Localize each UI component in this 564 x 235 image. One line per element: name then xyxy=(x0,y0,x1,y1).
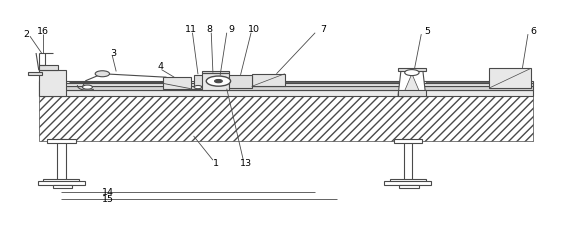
Bar xyxy=(252,74,285,86)
Bar xyxy=(39,86,534,90)
Text: 9: 9 xyxy=(228,25,234,35)
Text: 5: 5 xyxy=(424,27,430,36)
Text: 10: 10 xyxy=(248,25,261,35)
Text: 3: 3 xyxy=(111,48,117,58)
Text: 6: 6 xyxy=(531,27,536,36)
Circle shape xyxy=(206,76,231,86)
Bar xyxy=(28,72,42,75)
Polygon shape xyxy=(398,71,426,96)
Bar xyxy=(399,185,418,188)
Text: 4: 4 xyxy=(157,62,164,71)
Circle shape xyxy=(194,86,202,89)
Text: 8: 8 xyxy=(206,25,212,35)
Bar xyxy=(38,181,85,185)
Polygon shape xyxy=(404,74,420,93)
Bar xyxy=(394,139,422,143)
Bar xyxy=(191,86,208,89)
Bar xyxy=(202,73,230,90)
Circle shape xyxy=(405,70,419,76)
Text: 7: 7 xyxy=(320,25,327,35)
Bar xyxy=(39,81,534,83)
Bar xyxy=(39,70,67,96)
Circle shape xyxy=(82,85,92,89)
Bar xyxy=(384,181,431,185)
Text: 2: 2 xyxy=(24,30,30,39)
Bar xyxy=(202,71,230,73)
Bar xyxy=(39,65,58,70)
Bar xyxy=(39,90,534,96)
Bar xyxy=(52,185,72,188)
Text: 11: 11 xyxy=(185,25,197,35)
Bar xyxy=(404,139,412,180)
Bar xyxy=(43,179,79,182)
Text: 1: 1 xyxy=(213,159,219,168)
Circle shape xyxy=(95,71,109,77)
Bar xyxy=(390,179,426,182)
Bar xyxy=(39,83,534,86)
Bar xyxy=(398,90,426,96)
Circle shape xyxy=(214,79,222,83)
Bar xyxy=(39,94,534,141)
Bar xyxy=(398,68,426,71)
Bar xyxy=(47,139,76,143)
Text: 16: 16 xyxy=(37,27,49,36)
Text: 13: 13 xyxy=(240,159,252,168)
Bar xyxy=(163,77,191,89)
Bar xyxy=(193,75,205,89)
Bar xyxy=(230,75,252,88)
Bar xyxy=(489,68,531,88)
Text: 14: 14 xyxy=(102,188,114,197)
Text: 15: 15 xyxy=(102,195,114,204)
Bar xyxy=(57,139,66,180)
